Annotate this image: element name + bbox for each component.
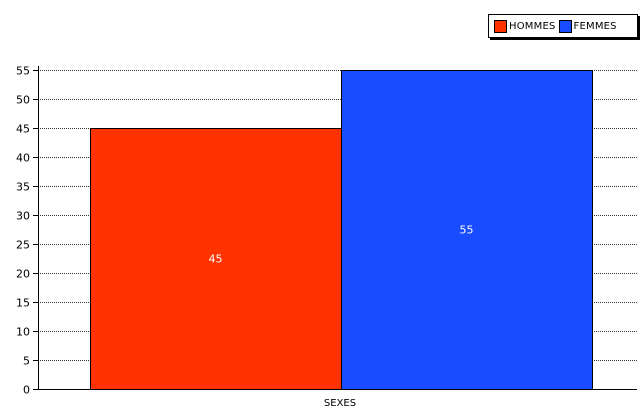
legend-label-femmes: FEMMES: [573, 20, 617, 32]
bar-femmes: [341, 70, 593, 390]
y-tick-label: 20: [16, 268, 30, 281]
legend: HOMMES FEMMES: [488, 14, 638, 38]
y-tick-label: 10: [16, 326, 30, 339]
y-tick-label: 25: [16, 239, 30, 252]
y-tick-label: 30: [16, 210, 30, 223]
axes: [38, 66, 637, 390]
data-labels: 45 55: [209, 224, 474, 266]
legend-swatch-hommes: [494, 19, 507, 33]
bars: [90, 70, 593, 390]
legend-label-hommes: HOMMES: [509, 20, 556, 32]
y-tick-label: 0: [23, 384, 30, 397]
y-tick-label: 55: [16, 65, 30, 78]
y-tick-label: 5: [23, 355, 30, 368]
legend-item-hommes: HOMMES: [494, 19, 556, 33]
x-category-label: SEXES: [324, 398, 356, 409]
y-tick-label: 50: [16, 94, 30, 107]
y-tick-label: 45: [16, 123, 30, 136]
data-label-hommes: 45: [209, 253, 223, 266]
legend-swatch-femmes: [558, 19, 572, 33]
legend-item-femmes: FEMMES: [558, 19, 617, 33]
y-tick-label: 35: [16, 181, 30, 194]
y-tick-label: 40: [16, 152, 30, 165]
y-ticks: 0 5 10 15 20 25 30 35 40 45 50 55: [16, 65, 38, 397]
data-label-femmes: 55: [460, 224, 474, 237]
y-tick-label: 15: [16, 297, 30, 310]
bar-hommes: [90, 128, 342, 390]
